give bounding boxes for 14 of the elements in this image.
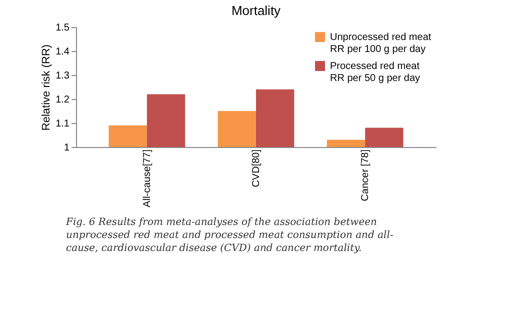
x-tick-label: All-cause[77] — [142, 149, 153, 208]
y-tick-label: 1.4 — [56, 46, 70, 58]
y-tick-label: 1.5 — [56, 22, 70, 34]
y-axis-title: Relative risk (RR) — [40, 44, 53, 131]
chart-title: Mortality — [231, 3, 282, 18]
x-tick-label: Cancer [78] — [360, 149, 372, 202]
y-tick-label: 1.2 — [56, 94, 70, 106]
y-tick-label: 1 — [64, 142, 70, 154]
legend-label: Unprocessed red meat RR per 100 g per day — [330, 32, 432, 55]
y-tick-label: 1.1 — [56, 118, 70, 130]
y-tick-label: 1.3 — [56, 70, 70, 82]
caption: Fig. 6 Results from meta-analyses of the association between unprocessed red meat and processed meat consumption and all-cause, cardiovascular disease (CVD) and cancer mortality. — [65, 217, 394, 254]
legend-label: Processed red meat RR per 50 g per day — [330, 61, 420, 84]
x-tick-label: CVD[80] — [251, 149, 262, 188]
